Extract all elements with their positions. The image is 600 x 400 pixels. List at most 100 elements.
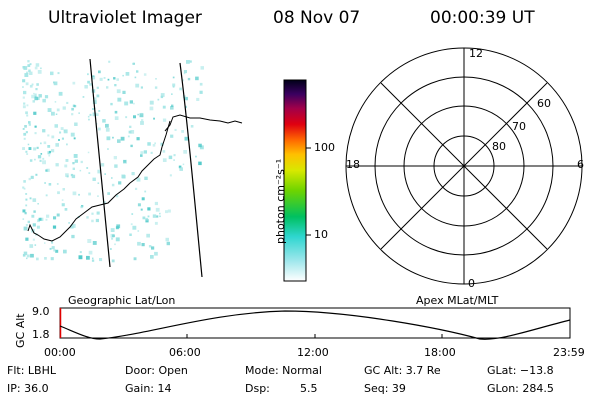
- speckle: [200, 66, 204, 70]
- speckle: [99, 258, 103, 262]
- speckle: [34, 96, 38, 101]
- speckle: [34, 93, 37, 96]
- speckle: [71, 234, 75, 239]
- altitude-tick-1-8: 1.8: [32, 328, 50, 341]
- speckle: [65, 173, 69, 177]
- speckle: [46, 168, 50, 172]
- speckle: [111, 183, 115, 187]
- speckle: [114, 116, 119, 120]
- speckle: [137, 241, 141, 246]
- speckle: [44, 95, 49, 99]
- speckle: [51, 149, 55, 153]
- speckle: [174, 128, 177, 131]
- speckle: [159, 215, 161, 218]
- speckle: [187, 77, 191, 81]
- speckle: [159, 212, 161, 215]
- speckle: [51, 111, 55, 116]
- speckle: [50, 257, 54, 261]
- speckle: [136, 177, 141, 182]
- speckle: [47, 134, 50, 137]
- speckle: [147, 215, 150, 218]
- speckle: [40, 153, 43, 155]
- colorbar-tick-label-10: 10: [314, 228, 328, 241]
- speckle: [110, 102, 113, 106]
- speckle: [71, 174, 76, 179]
- speckle: [34, 95, 37, 98]
- speckle: [142, 216, 146, 220]
- mlt-label-0: 0: [468, 277, 475, 290]
- speckle: [87, 115, 90, 118]
- speckle: [33, 92, 35, 95]
- speckle: [53, 81, 58, 86]
- speckle: [35, 173, 38, 176]
- mlt-label-6: 6: [577, 158, 584, 171]
- speckle: [82, 96, 85, 98]
- speckle: [38, 94, 42, 98]
- speckle: [48, 183, 52, 186]
- speckle: [33, 111, 37, 115]
- speckle: [73, 154, 78, 158]
- speckle: [25, 198, 28, 201]
- speckle: [141, 197, 145, 201]
- speckle: [137, 203, 141, 207]
- speckle: [33, 210, 36, 213]
- speckle: [140, 154, 143, 157]
- speckle: [108, 60, 111, 63]
- speckle: [22, 209, 26, 213]
- speckle: [44, 257, 47, 260]
- speckle: [78, 255, 83, 260]
- speckle: [57, 191, 60, 195]
- time-tick-1800: 18:00: [424, 346, 456, 359]
- speckle: [32, 238, 35, 241]
- speckle: [198, 161, 202, 166]
- speckle: [29, 84, 33, 88]
- speckle: [160, 95, 164, 99]
- speckle: [29, 63, 32, 66]
- speckle: [113, 77, 116, 80]
- speckle: [22, 66, 26, 69]
- speckle: [129, 233, 132, 236]
- speckle: [65, 159, 69, 162]
- speckle: [32, 198, 37, 202]
- speckle: [168, 155, 173, 160]
- speckle: [86, 167, 89, 169]
- speckle: [56, 213, 60, 217]
- speckle: [53, 216, 57, 220]
- speckle: [128, 130, 132, 134]
- speckle: [68, 222, 70, 224]
- speckle: [165, 210, 168, 214]
- speckle: [135, 83, 140, 88]
- speckle: [47, 108, 52, 112]
- speckle: [149, 106, 154, 111]
- speckle: [129, 100, 133, 104]
- speckle: [114, 243, 116, 246]
- speckle: [172, 83, 176, 87]
- speckle: [58, 139, 60, 141]
- speckle: [141, 243, 145, 247]
- speckle: [23, 251, 28, 256]
- speckle: [162, 118, 167, 122]
- speckle: [58, 91, 63, 96]
- speckle: [199, 145, 204, 150]
- speckle: [35, 63, 40, 67]
- speckle: [70, 132, 75, 137]
- speckle: [24, 73, 29, 77]
- speckle: [115, 237, 120, 242]
- coastline-middle: [27, 120, 171, 242]
- altitude-curve: [59, 310, 571, 340]
- speckle: [29, 159, 33, 162]
- speckle: [135, 187, 138, 190]
- speckle: [42, 157, 45, 160]
- speckle: [92, 177, 96, 181]
- speckle: [44, 242, 46, 244]
- speckle: [25, 224, 28, 227]
- speckle: [84, 85, 88, 89]
- speckle: [88, 172, 91, 174]
- time-tick-0000: 00:00: [44, 346, 76, 359]
- speckle: [183, 70, 187, 74]
- speckle: [195, 155, 197, 158]
- speckle: [72, 81, 76, 85]
- speckle: [165, 237, 169, 242]
- speckle: [43, 141, 47, 145]
- speckle: [162, 105, 166, 109]
